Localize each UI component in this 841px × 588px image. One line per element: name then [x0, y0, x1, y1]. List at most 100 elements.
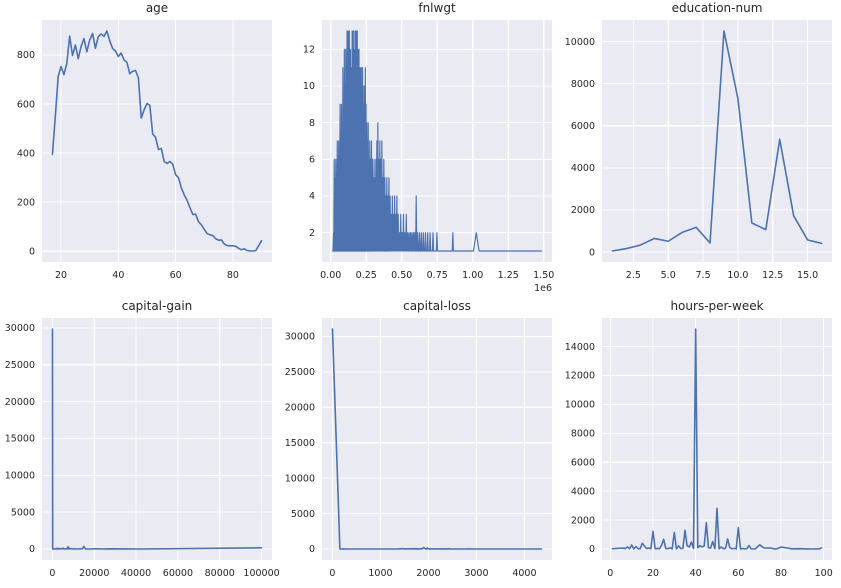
subplot-fnlwgt: 0.00 0.25 0.50 0.75 1.00 1.25 1.50 2 4 6 8 10 12 1e6 [303, 20, 554, 294]
chart-title-education-num: education-num [671, 1, 763, 15]
tick-labels: 0 20000 40000 60000 80000 100000 0 5000 10000 150… [5, 323, 280, 579]
axes-background [602, 318, 832, 560]
x-tick-label: 40000 [121, 568, 151, 579]
chart-title-age: age [145, 1, 169, 15]
y-tick-label: 20000 [285, 402, 315, 413]
y-tick-label: 30000 [285, 332, 315, 343]
x-tick-label: 60000 [163, 568, 193, 579]
y-tick-label: 8000 [571, 79, 595, 90]
y-tick-label: 4 [309, 191, 315, 202]
y-tick-label: 0 [589, 247, 595, 258]
y-tick-label: 10000 [5, 471, 35, 482]
x-tick-label: 80 [227, 270, 239, 281]
x-tick-label: 20 [55, 270, 67, 281]
y-tick-label: 15000 [5, 434, 35, 445]
x-tick-label: 1.50 [533, 270, 554, 281]
x-tick-label: 2.5 [626, 270, 641, 281]
chart-title-hours-per-week: hours-per-week [670, 299, 764, 313]
x-tick-label: 0.25 [356, 270, 377, 281]
y-tick-label: 10 [303, 81, 315, 92]
y-tick-label: 8000 [571, 429, 595, 440]
x-tick-label: 0 [49, 568, 55, 579]
chart-title-fnlwgt: fnlwgt [418, 1, 456, 15]
subplot-education-num: 2.5 5.0 7.5 10.0 12.5 15.0 0 2000 4000 6000 8000 10… [565, 20, 832, 281]
y-tick-label: 6 [309, 155, 315, 166]
data-line-capital-loss [331, 328, 543, 550]
x-tick-label: 4000 [512, 568, 536, 579]
subplot-capital-loss: 0 1000 2000 3000 4000 0 5000 10000 15000 20000 250… [285, 318, 552, 579]
x-tick-label: 80 [775, 568, 787, 579]
x-tick-label: 7.5 [696, 270, 711, 281]
x-tick-label: 40 [690, 568, 702, 579]
y-tick-label: 2000 [571, 515, 595, 526]
data-line-hours-per-week [611, 328, 823, 550]
x-tick-label: 0 [607, 568, 613, 579]
x-tick-label: 20 [647, 568, 659, 579]
y-tick-label: 25000 [285, 367, 315, 378]
y-tick-label: 5000 [11, 507, 35, 518]
x-tick-label: 0.50 [391, 270, 412, 281]
x-tick-label: 12.5 [762, 270, 783, 281]
x-tick-label: 60 [170, 270, 182, 281]
y-tick-label: 0 [309, 544, 315, 555]
y-tick-label: 8 [309, 118, 315, 129]
y-tick-label: 0 [589, 544, 595, 555]
x-tick-label: 2000 [416, 568, 440, 579]
y-tick-label: 400 [17, 148, 35, 159]
y-tick-label: 14000 [565, 342, 595, 353]
y-tick-label: 4000 [571, 486, 595, 497]
x-tick-label: 0.00 [320, 270, 341, 281]
data-line-fnlwgt [331, 30, 543, 252]
tick-labels: 0.00 0.25 0.50 0.75 1.00 1.25 1.50 2 4 6 8 10 12 1e6 [303, 45, 554, 294]
y-tick-label: 25000 [5, 360, 35, 371]
tick-labels: 2.5 5.0 7.5 10.0 12.5 15.0 0 2000 4000 6000 8000 10… [565, 37, 818, 281]
x-tick-label: 100 [815, 568, 833, 579]
x-tick-label: 100000 [243, 568, 279, 579]
y-tick-label: 4000 [571, 163, 595, 174]
y-tick-label: 10000 [285, 473, 315, 484]
y-tick-label: 2 [309, 228, 315, 239]
chart-title-capital-gain: capital-gain [121, 299, 193, 313]
x-tick-label: 20000 [79, 568, 109, 579]
x-tick-label: 15.0 [797, 270, 818, 281]
y-tick-label: 0 [29, 246, 35, 257]
x-tick-label: 10.0 [727, 270, 748, 281]
x-tick-label: 1.25 [498, 270, 519, 281]
y-tick-label: 6000 [571, 457, 595, 468]
y-tick-label: 12 [303, 45, 315, 56]
x-tick-label: 40 [112, 270, 124, 281]
y-tick-label: 15000 [285, 438, 315, 449]
y-tick-label: 12000 [565, 371, 595, 382]
chart-title-capital-loss: capital-loss [403, 299, 471, 313]
x-tick-label: 3000 [464, 568, 488, 579]
subplot-capital-gain: 0 20000 40000 60000 80000 100000 0 5000 10000 150… [5, 318, 280, 579]
x-tick-label: 0.75 [427, 270, 448, 281]
y-tick-label: 10000 [565, 400, 595, 411]
y-tick-label: 800 [17, 50, 35, 61]
data-line-age [51, 30, 263, 252]
y-tick-label: 20000 [5, 397, 35, 408]
y-tick-label: 2000 [571, 205, 595, 216]
y-tick-label: 5000 [291, 509, 315, 520]
gridlines [602, 20, 832, 262]
gridlines [42, 20, 272, 262]
axis-offset-label: 1e6 [534, 283, 552, 294]
data-line-education-num [611, 30, 823, 252]
y-tick-label: 200 [17, 197, 35, 208]
y-tick-label: 10000 [565, 37, 595, 48]
data-line-capital-gain [51, 328, 263, 550]
subplot-hours-per-week: 0 20 40 60 80 100 0 2000 4000 6000 8000 10000 12000 1… [565, 318, 833, 579]
x-tick-label: 60 [732, 568, 744, 579]
x-tick-label: 5.0 [661, 270, 676, 281]
axes-background [322, 318, 552, 560]
x-tick-label: 1000 [368, 568, 392, 579]
y-tick-label: 6000 [571, 121, 595, 132]
y-tick-label: 30000 [5, 323, 35, 334]
tick-labels: 0 1000 2000 3000 4000 0 5000 10000 15000 20000 250… [285, 332, 537, 579]
y-tick-label: 0 [29, 544, 35, 555]
x-tick-label: 0 [329, 568, 335, 579]
